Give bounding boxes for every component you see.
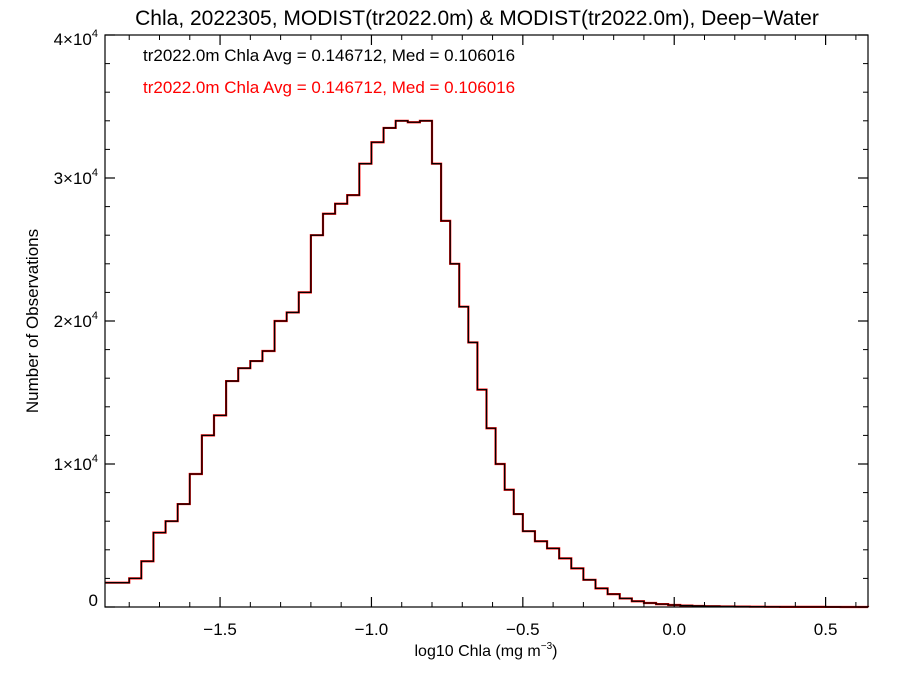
y-tick-label: 4×104 — [54, 28, 98, 49]
y-tick-label: 2×104 — [54, 310, 98, 331]
x-tick-label: −0.5 — [506, 620, 540, 639]
x-axis-label-exponent: −3 — [541, 641, 553, 652]
annotation-red: tr2022.0m Chla Avg = 0.146712, Med = 0.1… — [143, 78, 515, 97]
x-axis-label-close: ) — [552, 643, 557, 660]
x-tick-label: 0.5 — [814, 620, 838, 639]
x-axis-label: log10 Chla (mg m−3) — [414, 641, 557, 660]
histogram-series-red — [105, 119, 870, 609]
y-axis-label: Number of Observations — [23, 229, 42, 413]
x-tick-label: 0.0 — [662, 620, 686, 639]
annotation-black: tr2022.0m Chla Avg = 0.146712, Med = 0.1… — [143, 46, 515, 65]
y-tick-label: 1×104 — [54, 453, 98, 474]
histogram-series-black — [105, 120, 869, 608]
x-axis: −1.5 −1.0 −0.5 0.0 0.5 — [128, 35, 857, 639]
series-layer — [105, 119, 870, 609]
x-axis-label-main: log10 Chla (mg m — [414, 643, 540, 660]
plot-frame — [104, 34, 869, 608]
y-tick-label: 3×104 — [54, 167, 98, 188]
y-tick-label: 0 — [89, 591, 98, 610]
y-axis: 0 1×104 2×104 3×104 4×104 — [54, 28, 868, 610]
x-tick-label: −1.5 — [203, 620, 237, 639]
x-tick-label: −1.0 — [355, 620, 389, 639]
chart-title: Chla, 2022305, MODIST(tr2022.0m) & MODIS… — [135, 7, 819, 30]
